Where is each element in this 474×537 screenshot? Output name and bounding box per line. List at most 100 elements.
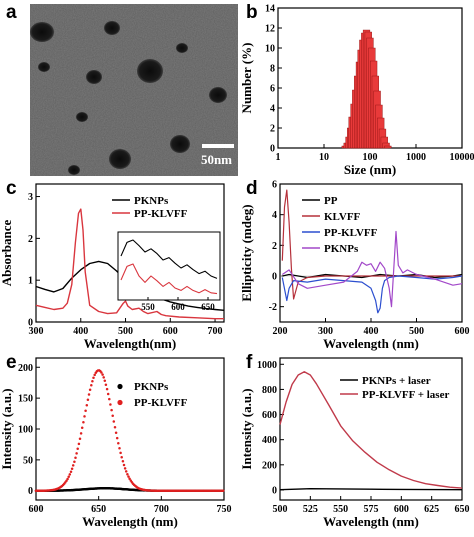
y-tick-label: 0	[28, 486, 33, 497]
x-tick-label: 500	[409, 326, 424, 337]
data-point	[118, 447, 121, 450]
series-line-pp	[282, 273, 463, 279]
data-point	[114, 431, 118, 434]
y-tick-label: 4	[270, 104, 275, 115]
laser-fluorescence-chart: 500 525 550 575 600 625 650 0 200 400 600 800 1000 Wa…	[240, 357, 470, 529]
data-point	[104, 383, 108, 386]
data-point	[92, 376, 95, 380]
x-tick-label: 400	[364, 326, 379, 337]
y-tick-label: 0	[28, 318, 33, 329]
y-axis-label: Number (%)	[240, 43, 254, 114]
x-tick-label: 600	[455, 326, 470, 337]
data-point	[112, 420, 116, 423]
data-point	[106, 392, 110, 396]
y-tick-label: 50	[23, 455, 33, 466]
y-tick-label: 6	[270, 84, 275, 95]
y-tick-label: 1000	[257, 360, 277, 371]
data-point	[109, 403, 112, 406]
x-tick-label: 200	[273, 326, 288, 337]
panel-label-e: e	[6, 352, 17, 373]
data-point	[87, 393, 91, 396]
plot-frame	[35, 183, 225, 323]
x-tick-label: 300	[318, 326, 333, 337]
scale-bar-text: 50nm	[200, 152, 232, 167]
x-axis-label: Wavelength (nm)	[323, 336, 419, 351]
data-point	[122, 463, 126, 467]
x-tick-label: 525	[303, 504, 318, 515]
tem-image	[30, 4, 238, 176]
legend-label-pknps: PKNPs	[324, 243, 359, 255]
y-tick-label: 2	[28, 234, 33, 245]
x-tick-label: 750	[217, 504, 232, 515]
data-point	[117, 442, 120, 445]
data-point	[88, 388, 92, 391]
inset-x-tick-label: 650	[201, 302, 215, 312]
x-tick-label: 400	[73, 326, 88, 337]
histogram-bar	[384, 145, 392, 149]
y-tick-label: 150	[18, 394, 33, 405]
x-tick-label: 1000	[406, 152, 426, 163]
legend-label-pknps-laser: PKNPs + laser	[362, 375, 431, 387]
x-axis-label: Wavelength(nm)	[84, 336, 176, 351]
data-point	[121, 460, 125, 463]
panel-label-d: d	[246, 178, 258, 199]
y-tick-label: 14	[265, 4, 275, 15]
x-tick-label: 500	[118, 326, 133, 337]
plot-frame	[279, 183, 463, 323]
y-tick-label: 2	[270, 124, 275, 135]
data-point	[86, 398, 90, 401]
x-tick-label: 300	[29, 326, 44, 337]
y-tick-label: 800	[262, 385, 277, 396]
legend-label-pp-klvff: PP-KLVFF	[134, 397, 188, 409]
data-point	[80, 426, 84, 430]
data-point	[108, 397, 111, 401]
legend-label-pp: PP	[324, 195, 338, 207]
series-line-pp-klvff	[35, 208, 224, 320]
panel-label-c: c	[6, 178, 17, 199]
legend-label-pp-klvff-laser: PP-KLVFF + laser	[362, 389, 449, 401]
data-point	[127, 475, 130, 478]
data-point	[90, 383, 93, 387]
y-tick-label: 600	[262, 410, 277, 421]
x-axis-label: Wavelength (nm)	[82, 514, 178, 529]
data-point	[105, 387, 109, 391]
data-point	[91, 379, 94, 383]
data-point	[82, 420, 85, 424]
y-tick-label: -2	[269, 302, 277, 313]
x-tick-label: 600	[29, 504, 44, 515]
y-tick-label: 6	[272, 180, 277, 191]
y-tick-label: 1	[28, 276, 33, 287]
data-point	[103, 379, 107, 383]
data-point	[102, 376, 105, 379]
data-point	[79, 432, 83, 435]
y-axis-label: Intensity (a.u.)	[0, 388, 14, 469]
data-point	[74, 456, 77, 459]
data-point	[77, 442, 81, 446]
y-tick-label: 100	[18, 425, 33, 436]
x-tick-label: 650	[455, 504, 470, 515]
data-point	[76, 447, 79, 451]
data-point	[70, 467, 74, 470]
absorbance-chart: 300 400 500 600 700 0 1 2 3 Wavelength(nm) Absorba…	[0, 183, 225, 351]
x-tick-label: 575	[364, 504, 379, 515]
y-axis-label: Absorbance	[0, 220, 14, 287]
y-axis-label: Intensity (a.u.)	[240, 388, 254, 469]
data-point	[113, 425, 117, 429]
panel-label-a: a	[6, 2, 17, 23]
x-axis-label: Wavelength (nm)	[323, 514, 419, 529]
size-distribution-chart: 1 10 100 1000 10000 0 2 4 6 8 10 12 14 Size (nm) Numbe…	[240, 4, 474, 178]
y-tick-label: 200	[18, 363, 33, 374]
x-axis-label: Size (nm)	[344, 162, 396, 177]
data-point	[124, 470, 128, 473]
y-tick-label: 0	[272, 272, 277, 283]
data-point	[110, 408, 113, 412]
panel-label-f: f	[246, 352, 253, 373]
inset-x-tick-label: 550	[141, 302, 155, 312]
x-tick-label: 10	[319, 152, 329, 163]
data-point	[69, 470, 73, 473]
legend-label-pknps: PKNPs	[134, 195, 169, 207]
data-point	[83, 415, 86, 418]
legend-label-pp-klvff: PP-KLVFF	[324, 227, 378, 239]
x-tick-label: 700	[208, 326, 223, 337]
y-tick-label: 0	[272, 485, 277, 496]
